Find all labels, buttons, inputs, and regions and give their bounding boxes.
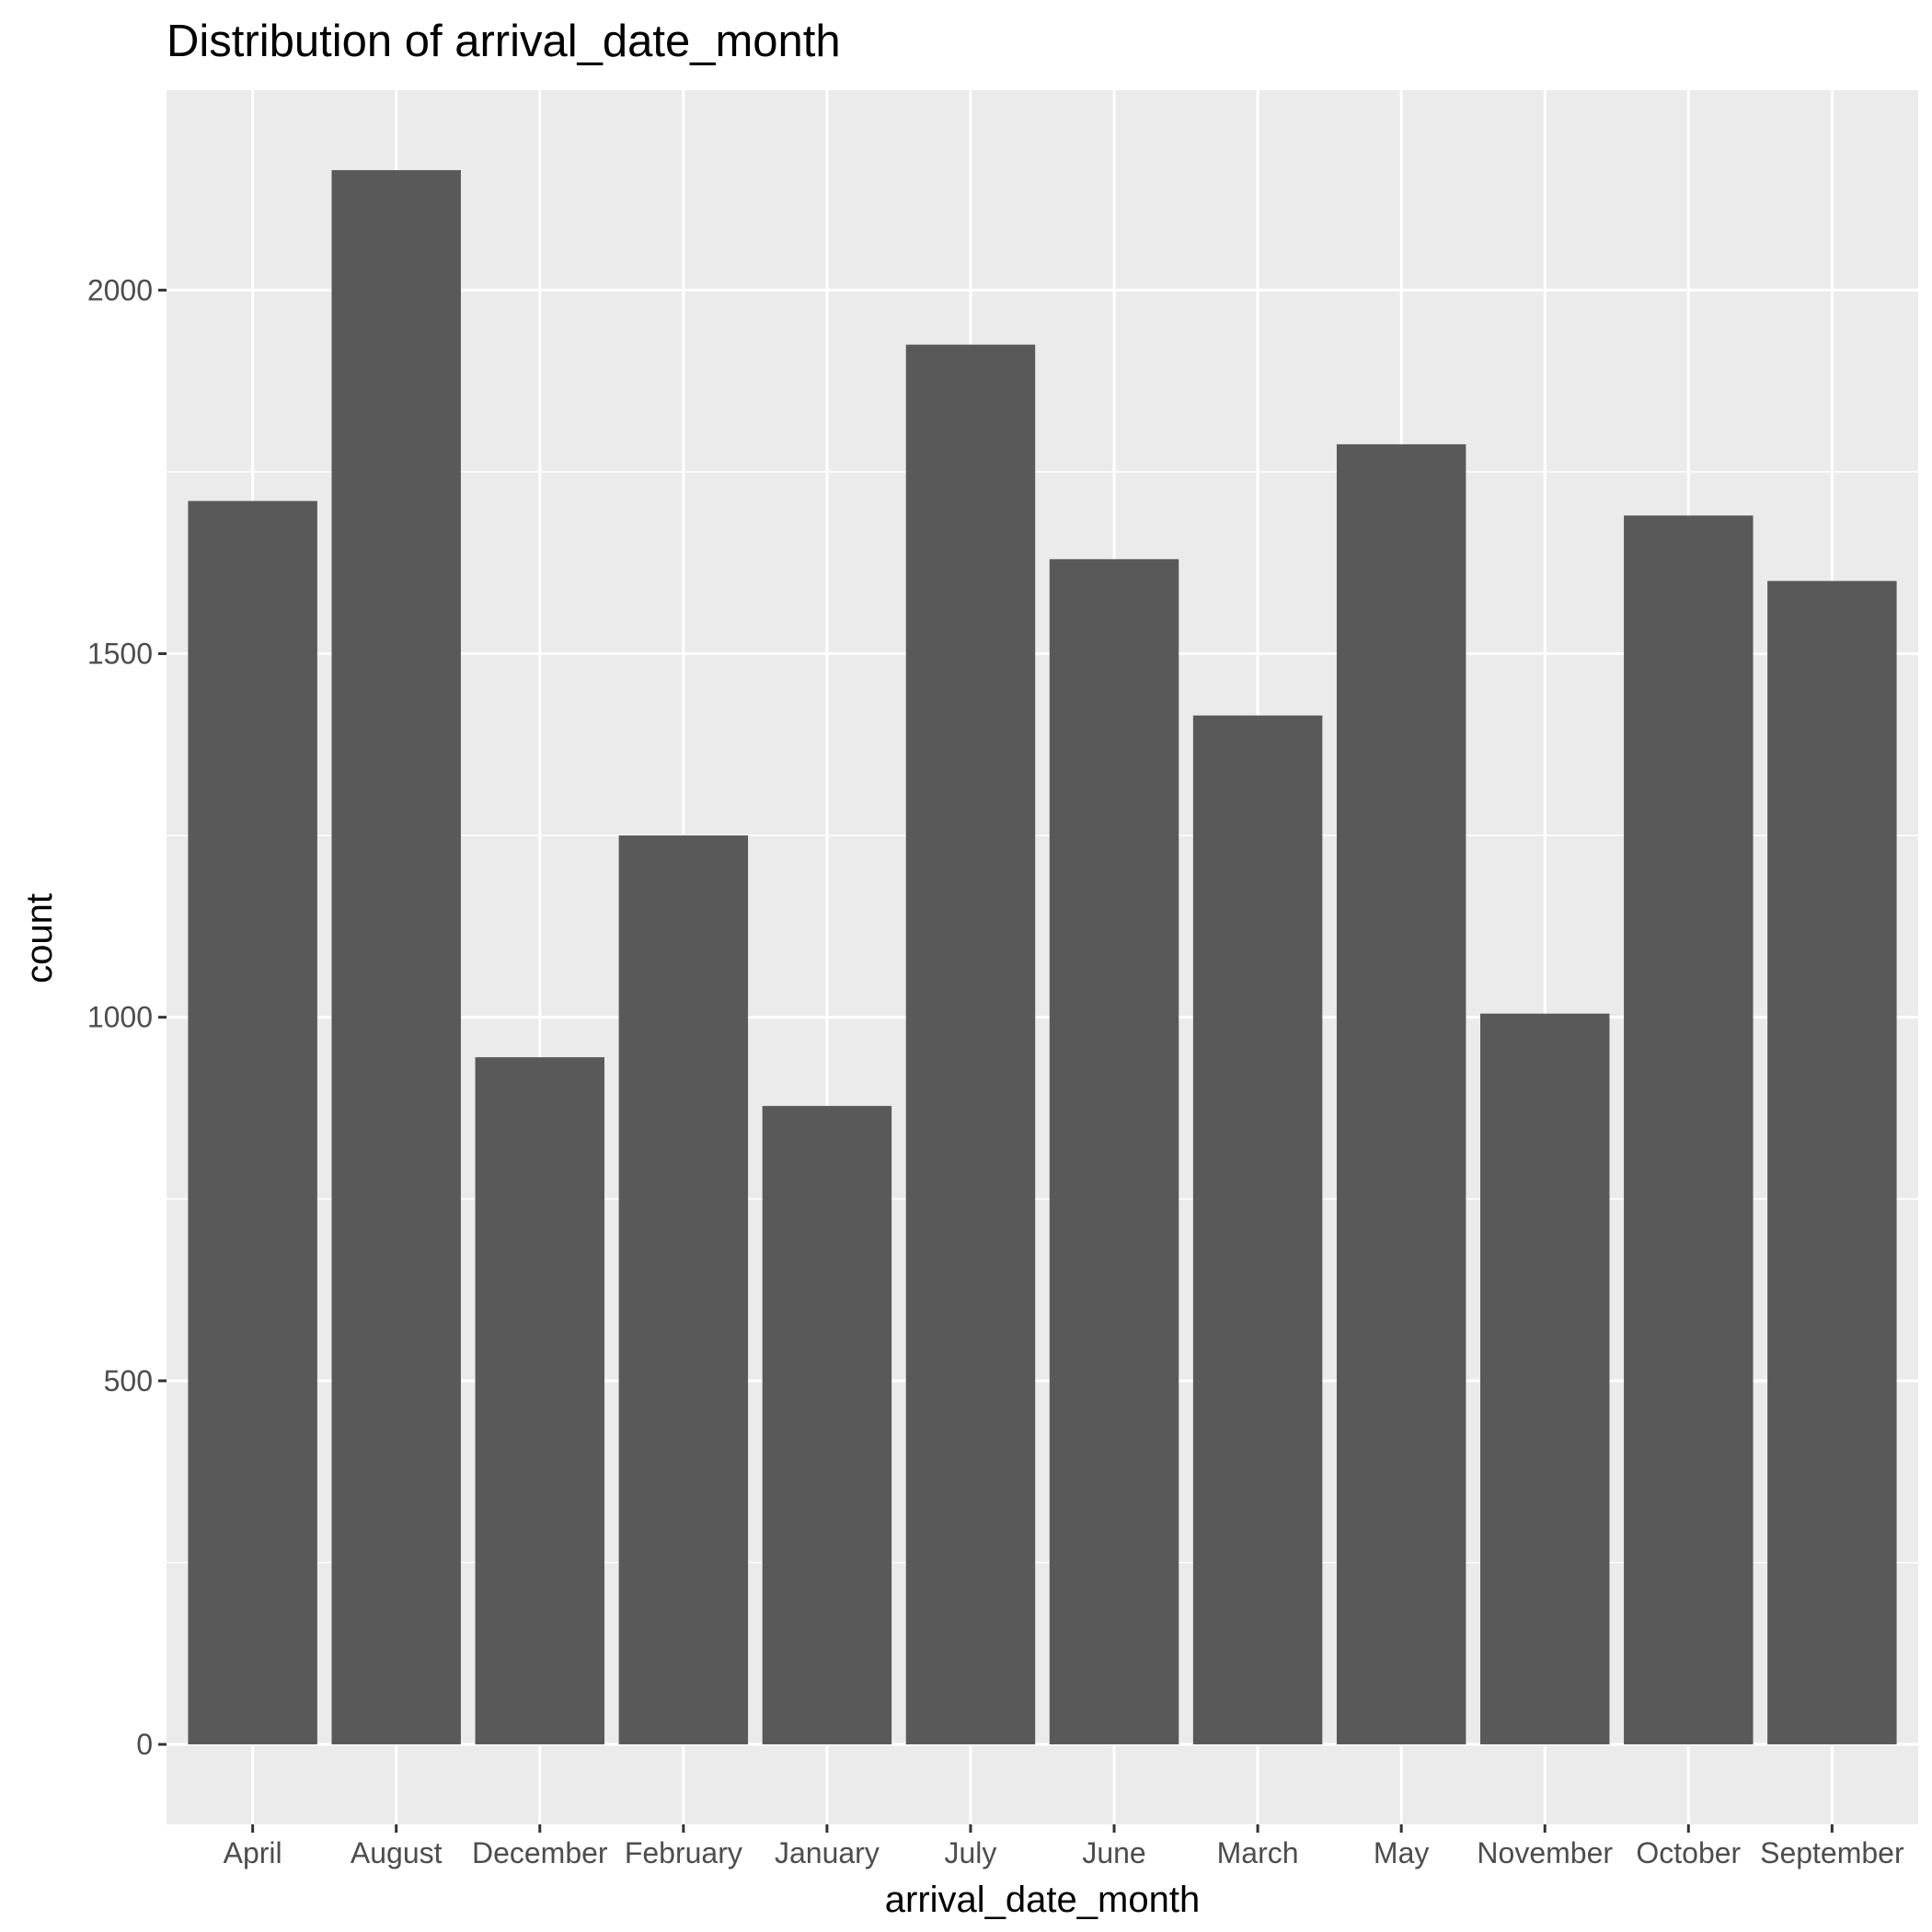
x-tick-label: August (351, 1836, 443, 1869)
y-tick-label: 500 (104, 1364, 153, 1397)
bar-january (762, 1106, 892, 1745)
x-tick-label: July (945, 1836, 997, 1869)
x-tick-label: February (625, 1836, 742, 1869)
bar-april (188, 500, 317, 1745)
bar-december (475, 1057, 604, 1745)
x-tick-label: April (224, 1836, 282, 1869)
x-tick-label: June (1082, 1836, 1145, 1869)
x-tick-label: March (1217, 1836, 1299, 1869)
y-tick-label: 1000 (87, 1001, 153, 1034)
x-tick-label: May (1374, 1836, 1429, 1869)
y-tick-label: 2000 (87, 273, 153, 306)
bar-july (905, 344, 1036, 1745)
x-axis: April August December February January July Ju… (224, 1824, 1904, 1869)
bars (188, 169, 1897, 1745)
x-tick-label: December (472, 1836, 608, 1869)
bar-february (618, 835, 749, 1745)
y-axis: 0 500 1000 1500 2000 (87, 273, 167, 1761)
x-tick-label: September (1760, 1836, 1904, 1869)
y-tick-label: 1500 (87, 638, 153, 671)
bar-june (1049, 558, 1179, 1745)
y-axis-title: count (19, 893, 60, 983)
x-tick-label: November (1477, 1836, 1613, 1869)
bar-march (1192, 715, 1323, 1745)
bar-may (1336, 443, 1466, 1745)
bar-august (331, 169, 461, 1745)
bar-october (1624, 515, 1754, 1745)
x-tick-label: October (1636, 1836, 1741, 1869)
bar-september (1767, 581, 1897, 1745)
x-tick-label: January (775, 1836, 880, 1869)
bar-november (1480, 1013, 1610, 1745)
x-axis-title: arrival_date_month (885, 1880, 1200, 1920)
chart-title: Distribution of arrival_date_month (167, 17, 841, 66)
y-tick-label: 0 (136, 1728, 153, 1761)
